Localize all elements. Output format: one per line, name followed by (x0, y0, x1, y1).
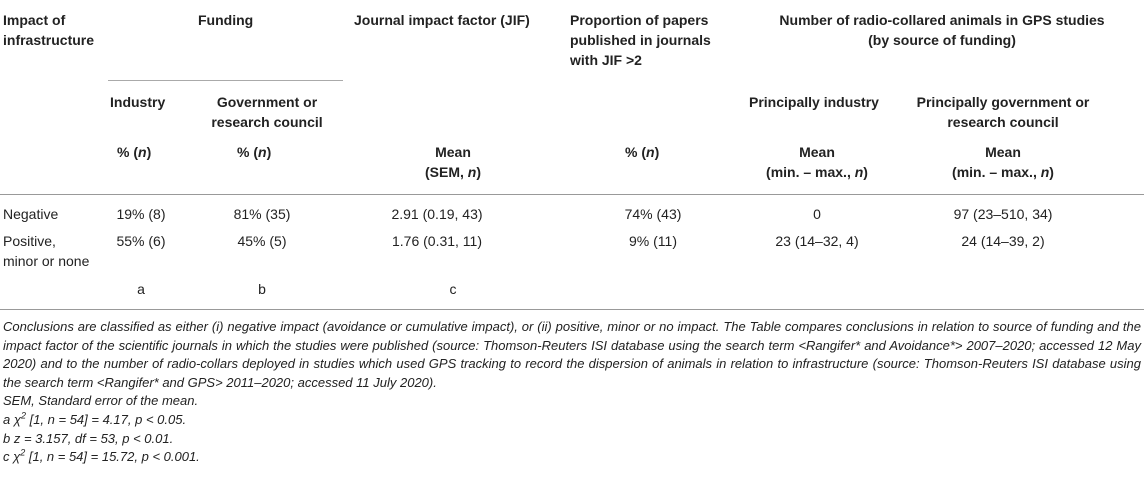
header-radio-line1: Number of radio-collared animals in GPS … (779, 12, 1105, 28)
footnote-c: c χ2 [1, n = 54] = 15.72, p < 0.001. (3, 447, 200, 465)
row-negative-proportion: 74% (43) (624, 206, 682, 222)
row-negative-jif: 2.91 (0.19, 43) (391, 206, 483, 222)
header-industry: Industry (110, 94, 166, 110)
header-government-line1: Government or (216, 94, 318, 110)
row-positive-radio-government: 24 (14–39, 2) (961, 233, 1045, 249)
header-principally-industry: Principally industry (749, 94, 879, 110)
row-positive-label-line1: Positive, (3, 233, 56, 249)
unit-jif: Mean (SEM, n) (425, 142, 481, 182)
unit-radio-government-mean: Mean (985, 144, 1021, 160)
footnote-conclusions: Conclusions are classified as either (i)… (3, 319, 1141, 390)
significance-a: a (137, 281, 145, 297)
row-negative-government: 81% (35) (233, 206, 291, 222)
row-negative-radio-industry: 0 (813, 206, 821, 222)
funding-rule (108, 80, 343, 81)
header-impact-line2: infrastructure (3, 32, 95, 48)
footnote-a: a χ2 [1, n = 54] = 4.17, p < 0.05. (3, 410, 187, 427)
header-proportion-line3: with JIF >2 (570, 52, 642, 68)
unit-jif-mean: Mean (435, 144, 471, 160)
row-positive-radio-industry: 23 (14–32, 4) (775, 233, 859, 249)
unit-jif-sem: (SEM, n) (424, 164, 482, 180)
header-impact: Impact of infrastructure (3, 10, 94, 50)
row-positive-label-line2: minor or none (3, 253, 90, 269)
row-positive-industry: 55% (6) (116, 233, 166, 249)
header-government: Government or research council (211, 92, 322, 132)
row-positive-government: 45% (5) (237, 233, 287, 249)
header-impact-line1: Impact of (3, 12, 66, 28)
table-footnotes: Conclusions are classified as either (i)… (3, 318, 1141, 467)
header-divider (0, 194, 1144, 195)
unit-industry: % (n) (117, 144, 152, 160)
footnote-b: b z = 3.157, df = 53, p < 0.01. (3, 430, 174, 446)
header-proportion-line1: Proportion of papers (570, 12, 709, 28)
row-negative-label: Negative (3, 206, 59, 222)
body-divider (0, 309, 1144, 310)
row-negative-industry: 19% (8) (116, 206, 166, 222)
header-principally-gov-line1: Principally government or (916, 94, 1090, 110)
row-positive-jif: 1.76 (0.31, 11) (391, 233, 483, 249)
header-radio-collared: Number of radio-collared animals in GPS … (779, 10, 1104, 50)
footnote-sem: SEM, Standard error of the mean. (3, 393, 199, 409)
header-government-line2: research council (211, 114, 323, 130)
row-negative-radio-government: 97 (23–510, 34) (953, 206, 1053, 222)
row-positive-label: Positive, minor or none (3, 231, 89, 271)
unit-radio-industry: Mean (min. – max., n) (766, 142, 868, 182)
unit-radio-industry-mean: Mean (799, 144, 835, 160)
header-proportion-line2: published in journals (570, 32, 711, 48)
unit-radio-government-minmax: (min. – max., n) (952, 164, 1054, 180)
row-positive-proportion: 9% (11) (629, 233, 677, 249)
header-principally-government: Principally government or research counc… (917, 92, 1090, 132)
unit-proportion: % (n) (625, 144, 660, 160)
header-proportion: Proportion of papers published in journa… (570, 10, 711, 70)
significance-c: c (449, 281, 457, 297)
significance-b: b (258, 281, 266, 297)
unit-radio-government: Mean (min. – max., n) (952, 142, 1054, 182)
header-funding: Funding (198, 12, 254, 28)
header-principally-gov-line2: research council (947, 114, 1059, 130)
header-radio-line2: (by source of funding) (868, 32, 1016, 48)
unit-government: % (n) (237, 144, 272, 160)
header-jif: Journal impact factor (JIF) (354, 12, 530, 28)
unit-radio-industry-minmax: (min. – max., n) (766, 164, 868, 180)
